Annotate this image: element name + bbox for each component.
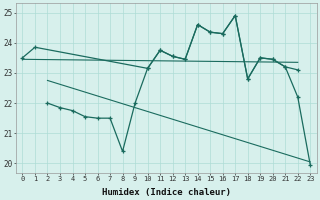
X-axis label: Humidex (Indice chaleur): Humidex (Indice chaleur) — [102, 188, 231, 197]
